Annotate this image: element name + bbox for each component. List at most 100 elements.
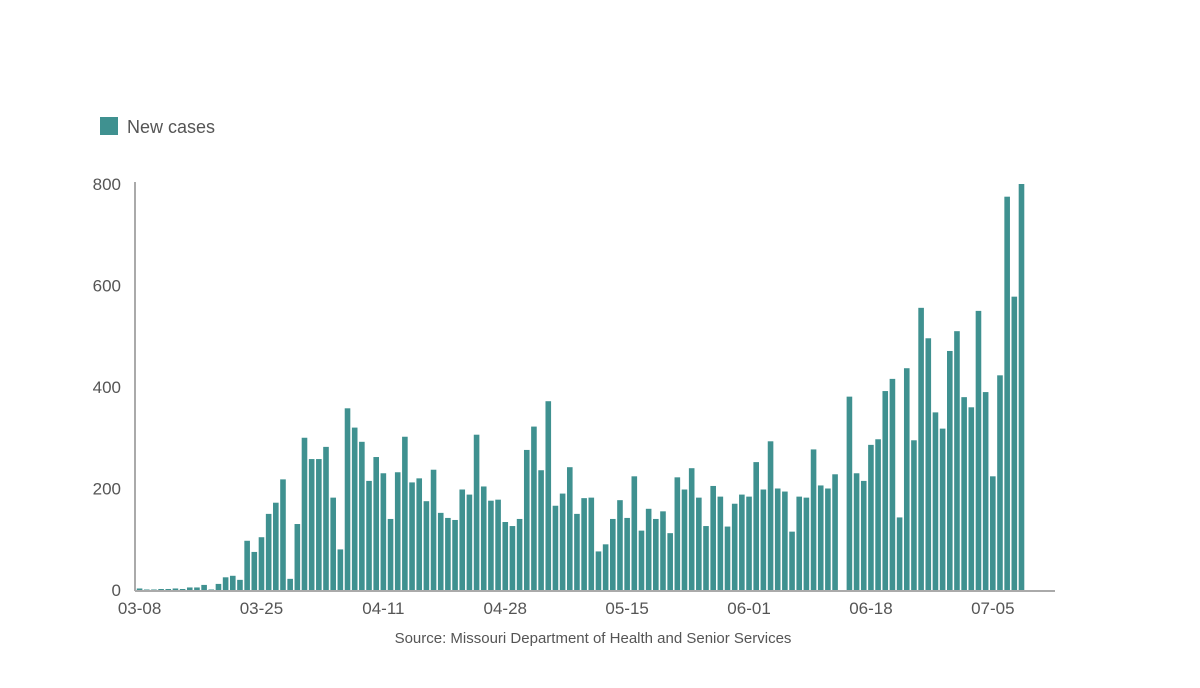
bar	[860, 480, 867, 590]
bar	[294, 524, 301, 590]
bar	[588, 497, 595, 590]
bar	[954, 331, 960, 590]
bar	[523, 449, 530, 590]
bar	[624, 517, 630, 590]
x-tick-label: 03-08	[118, 599, 161, 618]
bar	[674, 477, 681, 590]
bar	[323, 446, 329, 590]
bar	[502, 522, 509, 590]
bar	[452, 519, 458, 590]
bar	[789, 531, 795, 590]
bar	[774, 488, 781, 590]
bar	[753, 462, 759, 590]
bar	[344, 408, 351, 590]
bar	[961, 397, 967, 590]
bar	[158, 588, 164, 590]
bar	[939, 428, 946, 590]
bar	[201, 584, 207, 590]
bar	[796, 496, 803, 590]
bar	[896, 517, 903, 590]
bar	[208, 589, 215, 590]
bar	[696, 497, 702, 590]
bar	[889, 378, 896, 590]
bar	[1018, 184, 1025, 590]
bar	[337, 549, 344, 590]
x-tick-label: 04-11	[362, 599, 404, 618]
bar	[645, 508, 652, 590]
bar	[825, 488, 831, 590]
bar	[495, 499, 501, 590]
bar	[681, 489, 688, 590]
bar	[610, 518, 616, 590]
bar	[136, 588, 143, 590]
bar	[617, 500, 623, 590]
bar	[459, 489, 466, 590]
bar	[803, 497, 810, 590]
bar	[301, 437, 308, 590]
bar	[545, 401, 552, 590]
bar	[846, 396, 853, 590]
bar	[868, 444, 874, 590]
bar	[653, 518, 659, 590]
y-axis-ticks: 0 200 400 600 800	[93, 175, 121, 600]
bar	[853, 473, 860, 590]
bar	[215, 583, 222, 590]
bar	[746, 496, 752, 590]
bar	[739, 494, 745, 590]
bar	[186, 587, 193, 590]
bar	[237, 579, 243, 590]
bar	[552, 505, 559, 590]
bar	[660, 511, 666, 590]
bar	[817, 485, 824, 590]
bar	[688, 468, 695, 590]
bar	[172, 588, 179, 590]
bar	[394, 472, 401, 590]
bars	[136, 184, 1025, 591]
bar	[222, 577, 229, 590]
bar	[179, 588, 186, 590]
bar	[229, 575, 236, 590]
bar	[947, 350, 953, 590]
bar	[423, 501, 430, 590]
bar	[366, 480, 372, 590]
bar	[466, 494, 473, 590]
bar	[1011, 296, 1018, 590]
bar	[380, 473, 387, 590]
bar	[488, 500, 494, 590]
bar	[516, 518, 523, 590]
bar	[990, 476, 996, 590]
bar	[932, 412, 939, 591]
bar	[903, 368, 910, 590]
bar	[581, 498, 587, 590]
bar	[968, 407, 975, 590]
bar	[631, 476, 638, 590]
bar	[308, 459, 315, 590]
bar	[731, 503, 738, 590]
bar	[566, 467, 573, 590]
bar	[402, 436, 408, 590]
x-tick-label: 06-18	[849, 599, 892, 618]
bar	[280, 479, 286, 590]
bar	[925, 338, 932, 590]
x-axis-ticks: 03-08 03-25 04-11 04-28 05-15 06-01 06-18 07-05	[118, 599, 1015, 618]
bar	[351, 427, 358, 590]
legend-label: New cases	[127, 117, 215, 137]
bar	[724, 526, 731, 590]
bar	[531, 426, 537, 590]
bar	[782, 491, 788, 590]
bar	[638, 530, 645, 590]
bar	[574, 513, 580, 591]
x-tick-label: 03-25	[240, 599, 283, 618]
bar	[667, 533, 673, 590]
x-tick-label: 06-01	[727, 599, 770, 618]
bar	[710, 485, 716, 590]
bar	[997, 375, 1003, 590]
bar	[1004, 196, 1010, 590]
y-tick-label: 0	[112, 581, 121, 600]
bar	[975, 310, 982, 591]
bar	[473, 434, 480, 590]
bar	[982, 392, 989, 590]
bar	[258, 537, 265, 590]
bar	[143, 589, 150, 590]
